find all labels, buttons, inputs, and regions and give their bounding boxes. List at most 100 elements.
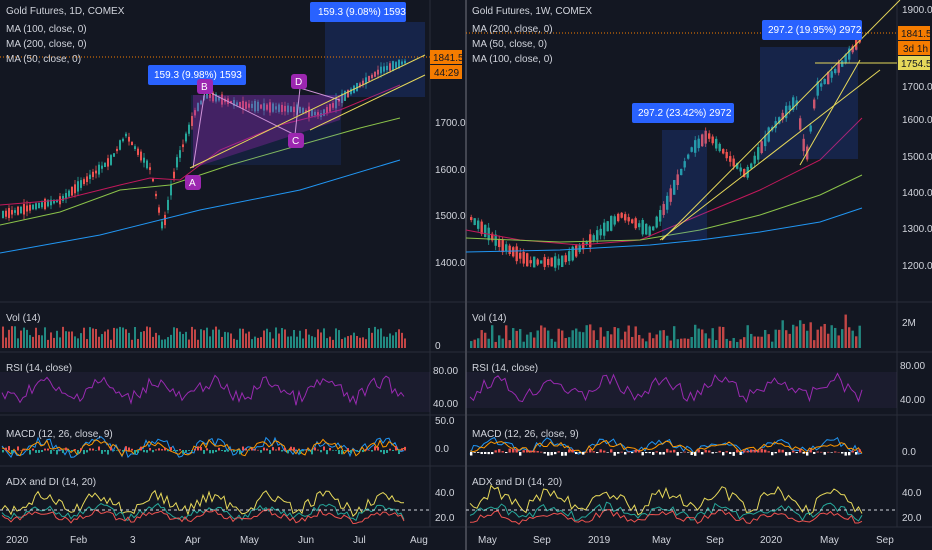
- candle: [386, 65, 388, 71]
- left-macd-histogram-bar: [44, 448, 46, 451]
- volume-bar: [299, 330, 301, 348]
- right-adx-tick-40: 40.0: [902, 488, 922, 499]
- candle: [347, 89, 349, 98]
- right-macd-histogram-bar: [501, 451, 504, 453]
- right-macd-histogram-bar: [641, 452, 644, 456]
- candle: [44, 198, 46, 210]
- right-price-tick-1500: 1500.0: [902, 152, 932, 163]
- candle: [239, 101, 241, 108]
- right-macd-histogram-bar: [830, 452, 833, 453]
- left-macd-histogram-bar: [383, 450, 385, 455]
- candle: [725, 151, 728, 159]
- volume-bar: [795, 326, 798, 348]
- volume-bar: [98, 336, 100, 348]
- candle: [585, 241, 588, 245]
- volume-bar: [830, 325, 833, 348]
- candle: [512, 247, 515, 257]
- candle: [83, 179, 85, 185]
- volume-bar: [110, 339, 112, 348]
- left-macd-histogram-bar: [323, 446, 325, 451]
- volume-bar: [248, 331, 250, 348]
- right-macd-histogram-bar: [589, 448, 592, 453]
- left-ma-100-line: [0, 117, 401, 226]
- volume-bar: [71, 331, 73, 348]
- volume-bar: [167, 337, 169, 348]
- volume-bar: [5, 337, 7, 348]
- candle: [131, 141, 133, 146]
- right-macd-histogram-bar: [522, 450, 525, 453]
- left-time-jul: Jul: [353, 535, 366, 546]
- candle: [823, 78, 826, 85]
- candle: [95, 170, 97, 174]
- right-time-sep-2: Sep: [706, 535, 724, 546]
- candle: [641, 219, 644, 235]
- left-macd-histogram-bar: [110, 447, 112, 451]
- volume-bar: [550, 338, 553, 348]
- candle: [335, 97, 337, 109]
- volume-bar: [50, 332, 52, 348]
- right-macd-histogram-bar: [515, 449, 518, 453]
- left-macd-histogram-bar: [401, 448, 403, 451]
- left-macd-histogram-bar: [284, 447, 286, 451]
- right-macd-histogram-bar: [564, 452, 567, 456]
- right-price-tick-1400: 1400.0: [902, 188, 932, 199]
- candle: [603, 222, 606, 236]
- candle: [218, 96, 220, 101]
- left-price-tag-bg: [430, 50, 462, 64]
- candle: [589, 234, 592, 248]
- candle: [501, 239, 504, 253]
- left-macd-histogram-bar: [341, 450, 343, 455]
- volume-bar: [697, 328, 700, 348]
- candle: [848, 48, 851, 60]
- volume-bar: [484, 332, 487, 348]
- candle: [498, 239, 501, 248]
- right-measure-box-mid: [662, 130, 707, 240]
- right-trendline-2: [659, 69, 881, 241]
- left-macd-histogram-bar: [236, 450, 238, 451]
- left-macd-histogram-bar: [356, 450, 358, 452]
- candle: [666, 195, 669, 210]
- candle: [263, 103, 265, 111]
- volume-bar: [778, 329, 781, 348]
- left-trendline: [189, 54, 426, 169]
- left-price-tick-1600: 1600.0: [435, 165, 466, 176]
- volume-bars: [2, 314, 861, 348]
- candle: [659, 210, 662, 222]
- right-macd-histogram-bar: [582, 452, 585, 455]
- volume-bar: [380, 328, 382, 348]
- left-macd-histogram-bar: [53, 450, 55, 451]
- right-macd-histogram-bar: [785, 452, 788, 456]
- candle: [179, 150, 181, 158]
- volume-bar: [491, 325, 494, 348]
- left-macd-histogram-bar: [89, 448, 91, 451]
- left-macd-histogram-bar: [332, 450, 334, 451]
- volume-bar: [20, 330, 22, 348]
- right-macd-histogram-bar: [585, 451, 588, 453]
- candle: [753, 155, 756, 164]
- volume-bar: [739, 339, 742, 348]
- volume-bar: [236, 339, 238, 348]
- volume-bar: [323, 328, 325, 348]
- right-ma-200-line: [465, 207, 863, 253]
- left-time-3: 3: [130, 535, 136, 546]
- volume-bar: [827, 333, 830, 348]
- candle: [23, 204, 25, 215]
- volume-bar: [659, 330, 662, 348]
- right-trendline-3: [799, 59, 861, 166]
- candle: [35, 203, 37, 210]
- right-macd-histogram-bar: [620, 451, 623, 453]
- volume-bar: [536, 330, 539, 348]
- volume-bar: [383, 336, 385, 348]
- right-adx-tick-20: 20.0: [902, 513, 922, 524]
- volume-bar: [272, 338, 274, 348]
- volume-bar: [317, 329, 319, 348]
- right-macd-histogram-bar: [813, 452, 816, 454]
- volume-bar: [251, 339, 253, 348]
- left-macd-histogram-bar: [131, 448, 133, 451]
- candle: [194, 110, 196, 116]
- left-candles: [2, 58, 406, 231]
- volume-bar: [92, 328, 94, 348]
- volume-bar: [592, 330, 595, 348]
- candle: [398, 59, 400, 69]
